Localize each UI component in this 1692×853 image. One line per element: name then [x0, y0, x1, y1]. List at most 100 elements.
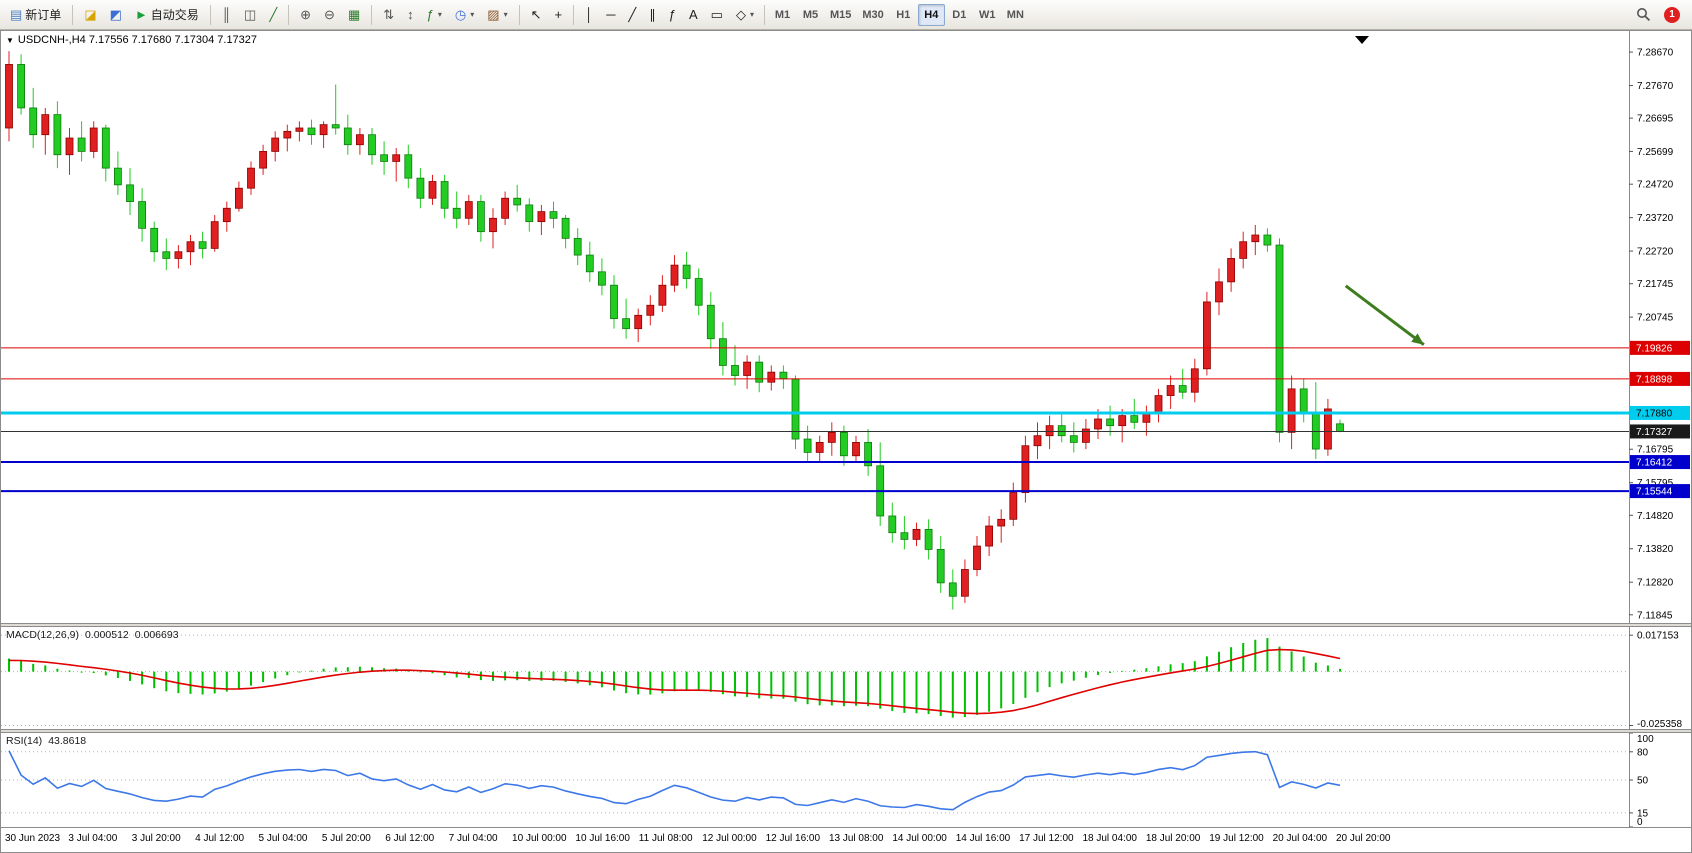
timeframe-m5-button[interactable]: M5 [797, 4, 824, 26]
time-axis-label: 10 Jul 16:00 [575, 833, 630, 844]
timeframe-group: M1 M5 M15 M30 H1 H4 D1 W1 MN [769, 3, 1029, 26]
macd-canvas[interactable]: 0.017153 -0.025358 [1, 627, 1691, 729]
macd-label: MACD(12,26,9) [6, 629, 79, 641]
indicators-icon: ƒ [426, 7, 434, 22]
dropdown-arrow-icon: ▾ [437, 10, 442, 19]
zoom-out-button[interactable]: ⊖ [318, 3, 341, 27]
zoom-out-icon: ⊖ [324, 7, 335, 22]
timeframe-m1-button[interactable]: M1 [769, 4, 796, 26]
svg-text:7.16412: 7.16412 [1636, 458, 1673, 469]
macd-panel: MACD(12,26,9) 0.000512 0.006693 0.017153… [1, 627, 1691, 729]
auto-arrange-icon: ⇅ [383, 7, 395, 22]
candlestick-chart-button[interactable]: ◫ [238, 3, 262, 27]
trendline-button[interactable]: ╱ [622, 3, 642, 27]
notification-badge[interactable]: 1 [1664, 6, 1680, 23]
crosshair-icon: + [554, 7, 563, 22]
time-axis-label: 5 Jul 04:00 [258, 833, 308, 844]
zoom-in-icon: ⊕ [300, 7, 312, 22]
svg-text:7.21745: 7.21745 [1637, 279, 1674, 290]
templates-button[interactable]: ▨ ▾ [481, 3, 513, 27]
toolbar-separator [288, 4, 290, 25]
shapes-icon: ◇ [735, 7, 746, 22]
time-axis-label: 6 Jul 12:00 [385, 833, 435, 844]
panel-divider[interactable] [1, 729, 1691, 733]
time-axis-label: 4 Jul 12:00 [195, 833, 245, 844]
shapes-button[interactable]: ◇ ▾ [730, 3, 760, 27]
chart-shift-button[interactable]: ↕ [401, 3, 420, 27]
horizontal-line-button[interactable]: ─ [600, 3, 621, 27]
time-axis-label: 18 Jul 20:00 [1145, 833, 1201, 844]
time-axis-label: 13 Jul 08:00 [828, 833, 884, 844]
time-axis[interactable]: 30 Jun 2023 3 Jul 04:00 3 Jul 20:00 4 Jul 1… [1, 827, 1691, 852]
toolbar-separator [573, 4, 575, 25]
rsi-label: RSI(14) [6, 735, 43, 747]
bar-chart-button[interactable]: ║ [216, 3, 237, 27]
macd-value-signal: 0.006693 [134, 629, 179, 641]
periods-button[interactable]: ◷ ▾ [449, 3, 480, 27]
chart-window: ▼ USDCNH-,H4 7.17556 7.17680 7.17304 7.1… [0, 30, 1692, 853]
svg-text:100: 100 [1637, 734, 1654, 745]
market-watch-button[interactable]: ◩ [104, 3, 128, 27]
symbol-dropdown-icon[interactable]: ▼ [6, 35, 14, 45]
timeframe-mn-button[interactable]: MN [1002, 4, 1029, 26]
svg-text:7.17880: 7.17880 [1636, 408, 1673, 419]
timeframe-w1-button[interactable]: W1 [974, 4, 1001, 26]
horizontal-line-icon: ─ [606, 7, 616, 22]
search-button[interactable] [1630, 3, 1657, 27]
svg-text:7.26695: 7.26695 [1637, 114, 1674, 125]
time-axis-label: 30 Jun 2023 [5, 833, 61, 844]
timeframe-h4-button[interactable]: H4 [917, 3, 945, 26]
time-axis-label: 12 Jul 16:00 [765, 833, 821, 844]
svg-text:7.13820: 7.13820 [1637, 544, 1674, 555]
timeframe-m30-button[interactable]: M30 [857, 4, 888, 26]
svg-text:0.017153: 0.017153 [1637, 631, 1679, 642]
toolbar-separator [763, 4, 765, 25]
label-button[interactable]: ▭ [705, 3, 729, 27]
time-axis-label: 19 Jul 12:00 [1209, 833, 1264, 844]
svg-text:7.16795: 7.16795 [1637, 445, 1674, 456]
cursor-button[interactable]: ↖ [525, 3, 548, 27]
time-axis-label: 7 Jul 04:00 [448, 833, 498, 844]
timeframe-m15-button[interactable]: M15 [825, 4, 856, 26]
chart-shift-icon: ↕ [407, 7, 414, 22]
panel-divider[interactable] [1, 623, 1691, 627]
chart-profiles-button[interactable]: ◪ [78, 3, 102, 27]
auto-arrange-button[interactable]: ⇅ [377, 3, 400, 27]
vertical-line-button[interactable]: │ [579, 3, 599, 27]
dropdown-arrow-icon: ▾ [749, 10, 754, 19]
timeframe-d1-button[interactable]: D1 [946, 4, 973, 26]
svg-text:7.14820: 7.14820 [1637, 511, 1674, 522]
timeframe-h1-button[interactable]: H1 [890, 4, 917, 26]
svg-text:7.15795: 7.15795 [1637, 478, 1674, 489]
text-icon: A [688, 7, 698, 22]
svg-text:7.19826: 7.19826 [1636, 343, 1673, 354]
svg-text:7.24720: 7.24720 [1637, 180, 1674, 191]
crosshair-button[interactable]: + [548, 3, 568, 27]
vertical-line-icon: │ [585, 7, 594, 22]
time-axis-label: 10 Jul 00:00 [512, 833, 567, 844]
new-order-button[interactable]: ▤ 新订单 [4, 3, 67, 27]
svg-text:15: 15 [1637, 808, 1649, 819]
svg-text:7.25699: 7.25699 [1637, 147, 1674, 158]
text-button[interactable]: A [683, 3, 704, 27]
fibonacci-button[interactable]: ƒ [663, 3, 682, 27]
rsi-panel: RSI(14) 43.8618 100 80 50 15 0 [1, 733, 1691, 827]
toolbar-separator [371, 4, 373, 25]
line-chart-button[interactable]: ╱ [263, 3, 283, 27]
indicators-button[interactable]: ƒ ▾ [421, 3, 448, 27]
main-chart-panel: ▼ USDCNH-,H4 7.17556 7.17680 7.17304 7.1… [1, 31, 1691, 623]
zoom-in-button[interactable]: ⊕ [294, 3, 317, 27]
channel-button[interactable]: ∥ [643, 3, 662, 27]
rsi-canvas[interactable]: 100 80 50 150 [1, 733, 1691, 827]
time-axis-label: 3 Jul 20:00 [131, 833, 181, 844]
periods-icon: ◷ [454, 7, 467, 22]
svg-text:7.15544: 7.15544 [1636, 487, 1673, 498]
svg-text:7.23720: 7.23720 [1637, 213, 1674, 224]
new-order-icon: ▤ [10, 7, 23, 22]
svg-text:7.11845: 7.11845 [1637, 610, 1673, 621]
dropdown-arrow-icon: ▾ [470, 10, 475, 19]
toolbar: ▤ 新订单 ◪ ◩ ► 自动交易 ║ ◫ ╱ ⊕ ⊖ ▦ ⇅ ↕ ƒ ▾ ◷ ▾ ▨ ▾ ↖ + │ ─ ╱ ∥ ƒ A ▭ ◇ ▾ M1 M… [0, 0, 1692, 30]
tile-windows-button[interactable]: ▦ [342, 3, 366, 27]
auto-trading-button[interactable]: ► 自动交易 [129, 3, 205, 27]
main-chart-canvas[interactable]: 7.28670 7.27670 7.26695 7.25699 7.24720 7.237… [1, 31, 1691, 623]
